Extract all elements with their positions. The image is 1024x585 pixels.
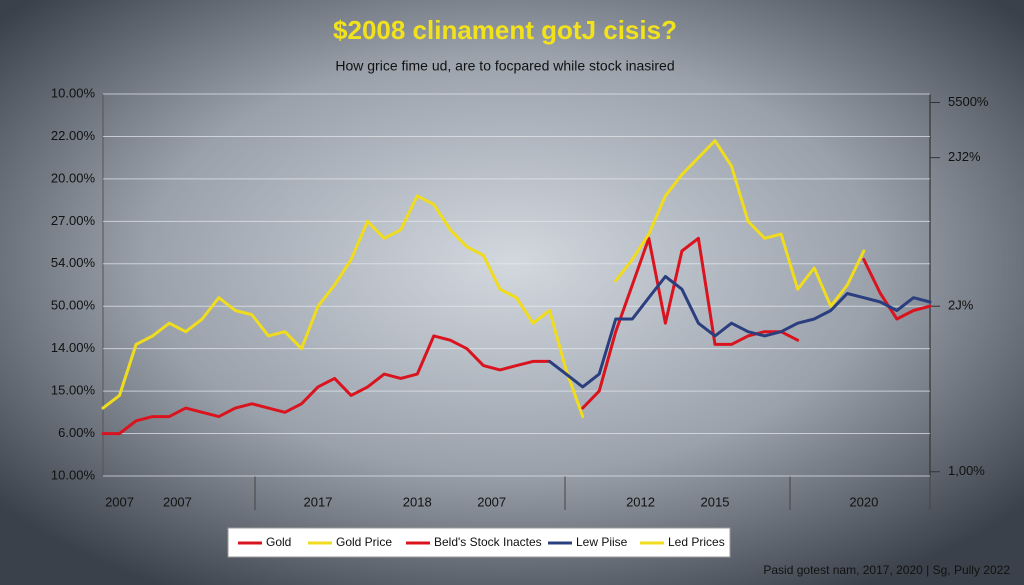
y-tick-label: 54.00% (51, 255, 96, 270)
series-line (548, 275, 932, 389)
y-tick-label: 20.00% (51, 170, 96, 185)
y-tick-label: 27.00% (51, 213, 96, 228)
legend-label: Led Prices (668, 535, 725, 549)
series-line (101, 334, 552, 436)
legend-label: Gold Price (336, 535, 392, 549)
y2-tick-label: 2J% (948, 298, 974, 313)
legend-label: Beld's Stock Inactes (434, 535, 542, 549)
chart-title: $2008 clinament gotJ cisis? (333, 15, 677, 45)
x-tick-label: 2020 (849, 494, 878, 509)
footer-note: Pasid gotest nam, 2017, 2020 | Sg, Pully… (763, 563, 1010, 577)
y-tick-label: 10.00% (51, 467, 96, 482)
y-tick-label: 10.00% (51, 85, 96, 100)
x-tick-label: 2007 (477, 494, 506, 509)
y2-tick-label: 1,00% (948, 463, 985, 478)
series-line (581, 236, 932, 410)
x-tick-label: 2015 (701, 494, 730, 509)
x-tick-label: 2017 (304, 494, 333, 509)
chart-subtitle: How grice fime ud, are to focpared while… (335, 58, 674, 74)
legend-label: Gold (266, 535, 291, 549)
x-tick-label: 2018 (403, 494, 432, 509)
y-tick-label: 14.00% (51, 340, 96, 355)
y-tick-label: 50.00% (51, 298, 96, 313)
series-line (101, 194, 585, 419)
y-tick-label: 6.00% (58, 425, 95, 440)
x-tick-label: 2007 (105, 494, 134, 509)
y-tick-label: 22.00% (51, 128, 96, 143)
y2-tick-label: 2J2% (948, 149, 981, 164)
x-tick-label: 2007 (163, 494, 192, 509)
x-tick-label: 2012 (626, 494, 655, 509)
y-tick-label: 15.00% (51, 383, 96, 398)
series-line (614, 139, 866, 308)
y2-tick-label: 5500% (948, 94, 989, 109)
legend-label: Lew Piise (576, 535, 628, 549)
